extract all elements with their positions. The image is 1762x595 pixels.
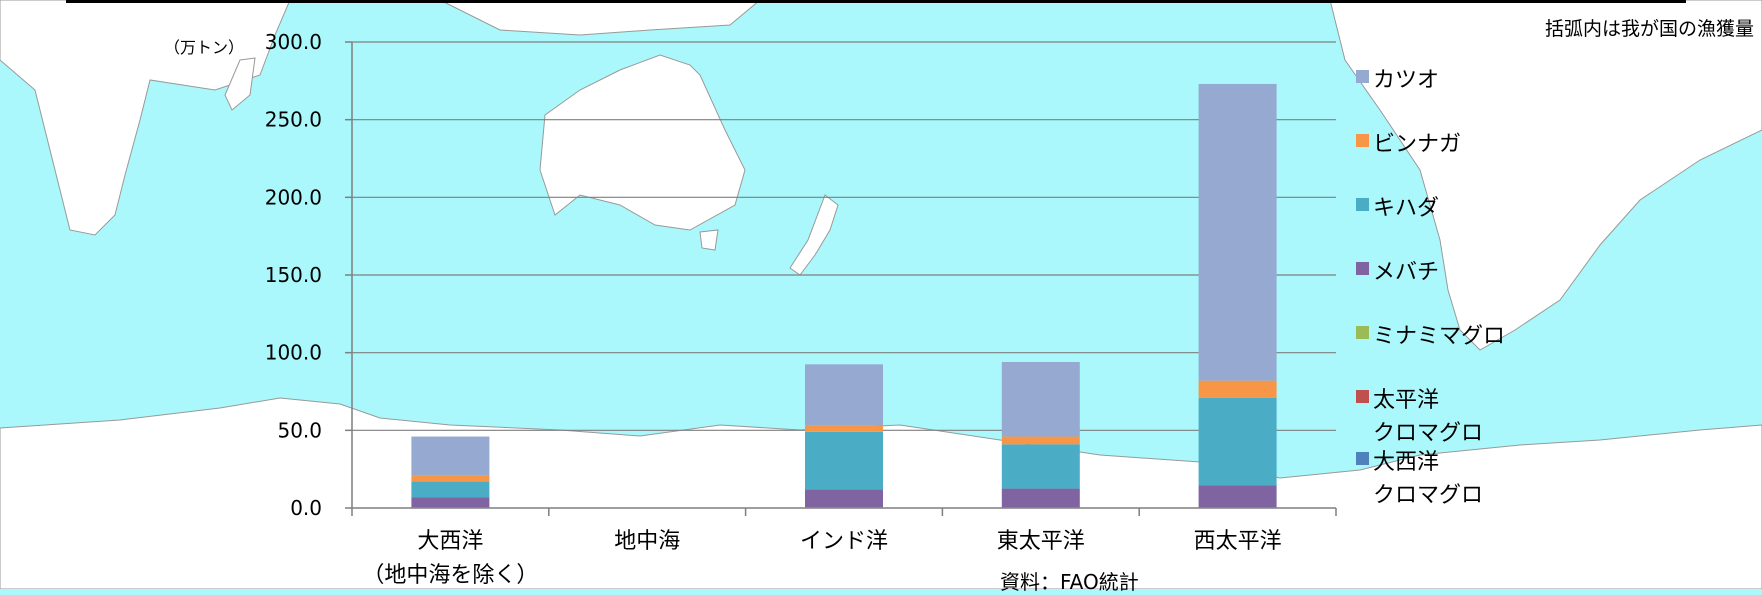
- x-tick-label: インド洋: [800, 529, 888, 554]
- legend-swatch: [1356, 452, 1369, 465]
- legend-swatch: [1356, 70, 1369, 83]
- legend-label: キハダ: [1373, 196, 1439, 221]
- x-axis: 大西洋 （地中海を除く） 地中海 インド洋 東太平洋 西太平洋: [351, 507, 1337, 588]
- legend-label: クロマグロ: [1373, 421, 1483, 446]
- bar-segment: [1198, 83, 1277, 381]
- legend-label: ミナミマグロ: [1373, 324, 1505, 349]
- y-tick-label: 200.0: [265, 185, 322, 209]
- legend-swatch: [1356, 198, 1369, 211]
- source-label: 資料：FAO統計: [1000, 570, 1139, 594]
- bar-segment: [411, 497, 490, 508]
- bar-segment: [805, 489, 883, 508]
- legend-label: クロマグロ: [1373, 483, 1483, 508]
- legend-label: カツオ: [1373, 68, 1439, 93]
- bar-segment: [1001, 488, 1080, 508]
- africa-landmass: [0, 0, 291, 236]
- legend-label: ビンナガ: [1373, 132, 1461, 157]
- catch-note: 括弧内は我が国の漁獲量: [1544, 18, 1754, 40]
- bar-segment: [805, 431, 883, 490]
- x-tick-label: 東太平洋: [997, 529, 1085, 554]
- x-tick-label: 大西洋: [417, 529, 483, 554]
- new-zealand: [789, 194, 839, 276]
- legend-swatch: [1356, 390, 1369, 403]
- bar-segment: [805, 364, 883, 426]
- bar-segment: [411, 475, 490, 482]
- australia-landmass: [539, 54, 746, 231]
- bar-segment: [411, 436, 490, 476]
- bar-series: [411, 83, 1277, 509]
- x-tick-label: （地中海を除く）: [362, 563, 538, 588]
- bar-segment: [805, 425, 883, 432]
- bar-segment: [411, 481, 490, 498]
- bar-segment: [1198, 485, 1277, 508]
- south-america-landmass: [1329, 0, 1762, 351]
- y-axis: 0.0 50.0 100.0 150.0 200.0 250.0 300.0: [265, 30, 353, 520]
- legend-label: 太平洋: [1373, 388, 1439, 413]
- y-tick-label: 0.0: [290, 496, 322, 520]
- y-axis-unit: （万トン）: [164, 38, 245, 57]
- legend-swatch: [1356, 326, 1369, 339]
- y-tick-label: 150.0: [265, 263, 322, 287]
- table-border-line: [66, 0, 1686, 3]
- x-tick-label: 西太平洋: [1194, 529, 1282, 554]
- bar-segment: [1001, 436, 1080, 445]
- bar-segment: [1001, 444, 1080, 489]
- tasmania: [699, 229, 719, 251]
- legend-label: 大西洋: [1373, 450, 1439, 475]
- bar-segment: [1001, 361, 1080, 437]
- bar-segment: [1198, 397, 1277, 486]
- x-tick-label: 地中海: [614, 529, 680, 554]
- legend-swatch: [1356, 262, 1369, 275]
- madagascar: [224, 57, 256, 111]
- y-tick-label: 250.0: [265, 108, 322, 132]
- legend-swatch: [1356, 134, 1369, 147]
- y-tick-label: 100.0: [265, 341, 322, 365]
- bar-segment: [1198, 380, 1277, 398]
- y-tick-label: 300.0: [265, 30, 322, 54]
- legend-label: メバチ: [1373, 260, 1439, 285]
- asia-landmass: [439, 0, 761, 36]
- y-tick-label: 50.0: [277, 418, 322, 442]
